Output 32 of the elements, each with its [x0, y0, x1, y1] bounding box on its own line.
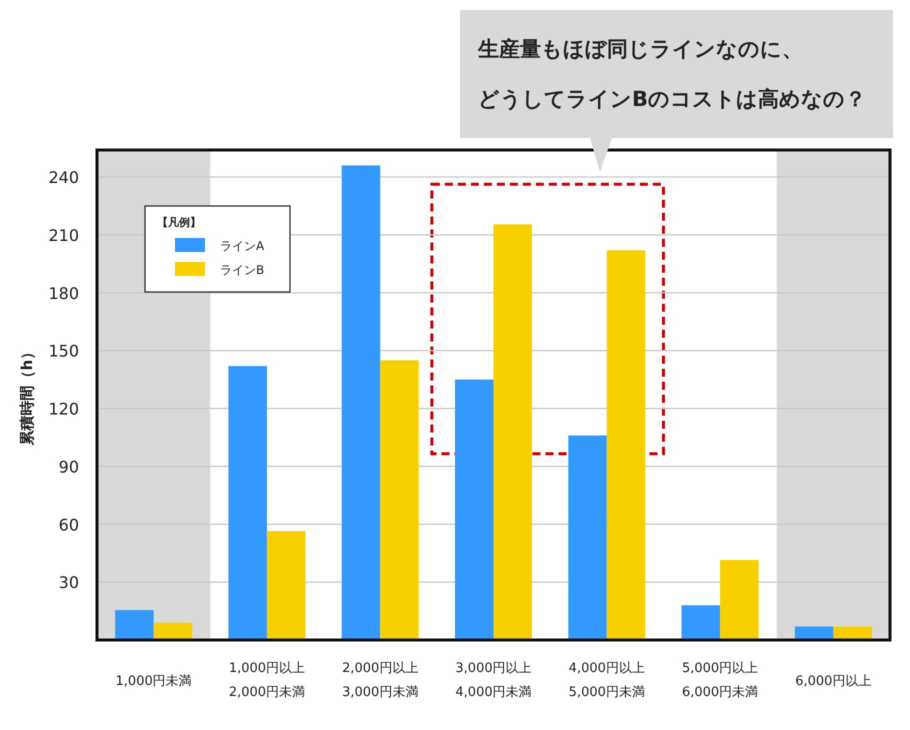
- bar: [606, 250, 646, 640]
- y-tick-label: 90: [58, 457, 79, 476]
- y-tick-label: 180: [48, 284, 79, 303]
- x-tick-label: 5,000円以上 6,000円未満: [682, 661, 758, 700]
- bar: [380, 360, 419, 640]
- y-tick-label: 210: [48, 226, 79, 245]
- bar: [154, 622, 192, 640]
- legend-label: ラインB: [220, 263, 264, 277]
- bar: [494, 224, 532, 640]
- bar: [266, 531, 306, 640]
- x-tick-label: 4,000円以上 5,000円未満: [568, 661, 645, 700]
- bar: [568, 436, 607, 640]
- y-tick-label: 30: [58, 573, 79, 592]
- legend-label: ラインA: [220, 239, 265, 253]
- x-tick-label: 1,000円未満: [116, 674, 192, 689]
- legend-title: 【凡例】: [157, 216, 201, 229]
- x-tick-label: 3,000円以上 4,000円未満: [455, 661, 532, 700]
- y-tick-label: 120: [48, 400, 79, 419]
- x-tick-label: 6,000円以上: [795, 674, 872, 689]
- y-axis-title: 累積時間（h）: [18, 344, 36, 446]
- bar: [454, 380, 494, 640]
- y-tick-label: 60: [58, 515, 79, 534]
- y-tick-label: 240: [48, 168, 79, 188]
- y-tick-label: 150: [48, 342, 79, 361]
- x-tick-label: 2,000円以上 3,000円未満: [342, 661, 418, 700]
- bar: [682, 605, 720, 640]
- bar: [342, 165, 380, 640]
- bar: [228, 366, 267, 640]
- bar: [115, 610, 154, 640]
- bar: [720, 560, 759, 640]
- x-tick-label: 1,000円以上 2,000円未満: [228, 661, 306, 700]
- text: 生産量もほぼ同じラインなのに、どうしてラインBのコストは高めなの？: [478, 37, 866, 111]
